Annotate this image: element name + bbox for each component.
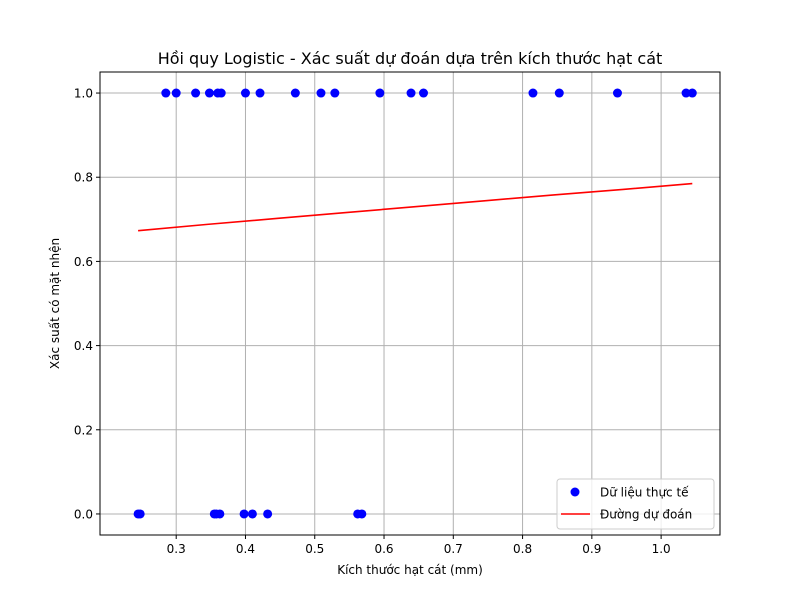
x-tick-label: 0.7: [444, 542, 463, 556]
axes-frame: [99, 71, 721, 536]
y-tick-label: 1.0: [74, 87, 93, 101]
data-point: [135, 509, 145, 519]
chart-title: Hồi quy Logistic - Xác suất dự đoán dựa …: [158, 49, 663, 68]
y-tick-label: 0.4: [74, 339, 93, 353]
legend-box: [556, 478, 715, 530]
data-point: [612, 88, 622, 98]
data-point: [316, 88, 326, 98]
legend-marker-scatter: [570, 487, 580, 497]
y-tick-label: 0.0: [74, 507, 93, 521]
y-tick-label: 0.6: [74, 255, 93, 269]
y-tick-label: 0.8: [74, 171, 93, 185]
data-point: [330, 88, 340, 98]
plot-series: [133, 88, 697, 519]
x-tick-label: 0.4: [236, 542, 255, 556]
y-axis-label: Xác suất có mặt nhện: [48, 238, 62, 369]
data-point: [171, 88, 181, 98]
data-point: [406, 88, 416, 98]
data-point: [375, 88, 385, 98]
legend: Dữ liệu thực tế Đường dự đoán: [556, 478, 715, 530]
data-point: [247, 509, 257, 519]
data-point: [290, 88, 300, 98]
data-point: [554, 88, 564, 98]
data-point: [216, 88, 226, 98]
x-tick-label: 0.8: [513, 542, 532, 556]
x-tick-label: 0.3: [167, 542, 186, 556]
data-point: [239, 509, 249, 519]
prediction-line: [138, 182, 693, 232]
data-point: [240, 88, 250, 98]
data-point: [528, 88, 538, 98]
x-tick-label: 0.9: [582, 542, 601, 556]
x-tick-label: 0.5: [305, 542, 324, 556]
x-axis-label: Kích thước hạt cát (mm): [337, 563, 483, 577]
data-point: [687, 88, 697, 98]
x-tick-label: 0.6: [374, 542, 393, 556]
data-point: [681, 88, 691, 98]
data-point: [191, 88, 201, 98]
data-point: [215, 509, 225, 519]
y-tick-label: 0.2: [74, 423, 93, 437]
x-tick-label: 1.0: [652, 542, 671, 556]
axis-ticks: 0.3 0.4 0.5 0.6 0.7 0.8 0.9 1.0 0.0 0.2 0.4 0.6 0.8 1…: [74, 87, 671, 556]
data-point: [357, 509, 367, 519]
data-point: [204, 88, 214, 98]
legend-label-scatter: Dữ liệu thực tế: [600, 486, 689, 500]
data-point: [263, 509, 273, 519]
data-point: [255, 88, 265, 98]
data-point: [161, 88, 171, 98]
legend-label-line: Đường dự đoán: [600, 508, 692, 522]
data-point: [419, 88, 429, 98]
